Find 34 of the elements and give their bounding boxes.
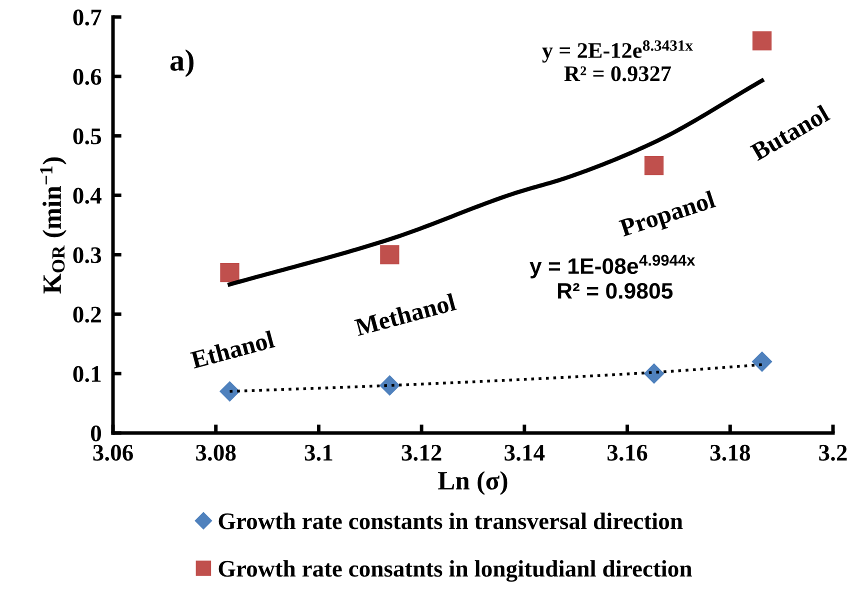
annotation: y = 2E-12e$^{8.3431x}$ xyxy=(542,40,693,63)
y-tick-label: 0.5 xyxy=(73,128,102,144)
point xyxy=(644,363,664,384)
x-tick-label: 3.14 xyxy=(504,444,545,461)
x-tick-label: 3.08 xyxy=(196,444,236,461)
x-tick-label: 3.18 xyxy=(710,444,750,461)
y-tick-label: 0.6 xyxy=(73,68,102,85)
legend-label: Growth rate constants in transversal direction xyxy=(218,512,683,530)
legend-label: Growth rate consatnts in longitudianl direction xyxy=(218,560,692,582)
point xyxy=(752,351,772,372)
y-tick-label: 0.7 xyxy=(73,9,102,26)
annotation: R² = 0.9327 xyxy=(564,66,671,82)
x-axis-title: Ln (σ) xyxy=(438,471,508,496)
annotation: y = 1E-08e$^{4.9944x}$ xyxy=(530,254,696,278)
annotation: a) xyxy=(170,49,194,78)
y-tick-label: 0.2 xyxy=(73,306,101,323)
point xyxy=(644,156,664,176)
y-tick-label: 0.3 xyxy=(73,247,102,264)
x-tick-label: 3.2 xyxy=(819,444,847,461)
y-tick-label: 0.4 xyxy=(73,188,102,204)
point xyxy=(379,375,400,396)
point xyxy=(220,262,240,282)
y-axis-title: K$_{OR}$ (min$^{−1}$) xyxy=(40,157,66,294)
point xyxy=(219,381,240,402)
x-tick-label: 3.06 xyxy=(93,444,133,461)
y-tick-label: 0 xyxy=(90,425,101,442)
annotation: Ethanol xyxy=(190,330,276,369)
y-tick-label: 0.1 xyxy=(73,366,101,382)
x-tick-label: 3.12 xyxy=(402,444,442,461)
annotation: R² = 0.9805 xyxy=(558,283,673,299)
point xyxy=(380,245,400,264)
point xyxy=(752,31,772,50)
x-tick-label: 3.16 xyxy=(608,444,648,461)
x-tick-label: 3.1 xyxy=(304,444,332,461)
